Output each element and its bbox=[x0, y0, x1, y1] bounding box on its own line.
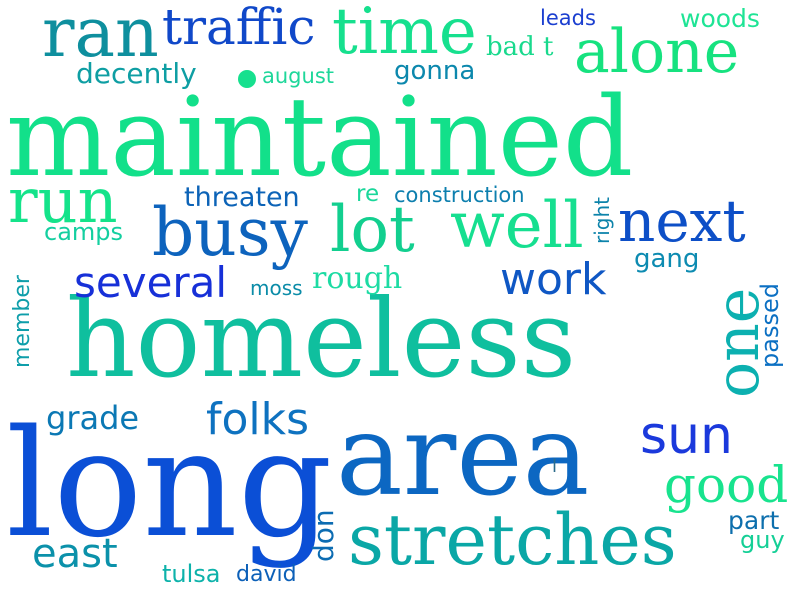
word-part: part bbox=[728, 506, 780, 535]
word-guy: guy bbox=[740, 526, 785, 554]
word-work: work bbox=[500, 254, 607, 305]
word-busy: busy bbox=[152, 194, 308, 271]
word-lot: lot bbox=[330, 193, 415, 267]
word-moss: moss bbox=[250, 276, 303, 300]
word-next: next bbox=[618, 187, 746, 255]
word-well: well bbox=[450, 189, 584, 263]
bullet-dot bbox=[238, 70, 256, 88]
word-area: area bbox=[336, 391, 590, 521]
word-don: don bbox=[307, 509, 340, 562]
word-passed: passed bbox=[756, 283, 784, 368]
word-gang: gang bbox=[634, 244, 700, 274]
word-sun: sun bbox=[640, 406, 734, 466]
word-gonna: gonna bbox=[394, 56, 476, 86]
word-east: east bbox=[32, 531, 118, 577]
word-long: long bbox=[6, 398, 333, 570]
word-good: good bbox=[664, 456, 789, 514]
word-member: member bbox=[10, 275, 35, 368]
word-decently: decently bbox=[76, 57, 197, 90]
word-alone: alone bbox=[574, 17, 740, 87]
word-threaten: threaten bbox=[184, 182, 300, 213]
word-bad-t: bad t bbox=[486, 32, 554, 62]
word-leads: leads bbox=[540, 6, 596, 30]
word-l: l bbox=[552, 456, 558, 477]
word-david: david bbox=[236, 562, 297, 587]
word-camps: camps bbox=[44, 218, 124, 246]
word-homeless: homeless bbox=[66, 277, 577, 402]
word-traffic: traffic bbox=[162, 0, 316, 56]
word-grade: grade bbox=[46, 399, 140, 437]
word-stretches: stretches bbox=[348, 499, 677, 581]
word-ran: ran bbox=[42, 0, 159, 73]
word-re: re bbox=[356, 181, 380, 207]
word-folks: folks bbox=[206, 394, 310, 445]
word-several: several bbox=[74, 258, 228, 307]
word-woods: woods bbox=[680, 4, 760, 33]
word-run: run bbox=[8, 164, 118, 237]
word-rough: rough bbox=[312, 261, 403, 296]
word-construction: construction bbox=[394, 183, 525, 207]
word-time: time bbox=[332, 0, 477, 69]
word-right: right bbox=[590, 197, 614, 244]
word-maintained: maintained bbox=[6, 73, 634, 201]
word-august: august bbox=[262, 64, 334, 88]
word-tulsa: tulsa bbox=[162, 560, 221, 588]
